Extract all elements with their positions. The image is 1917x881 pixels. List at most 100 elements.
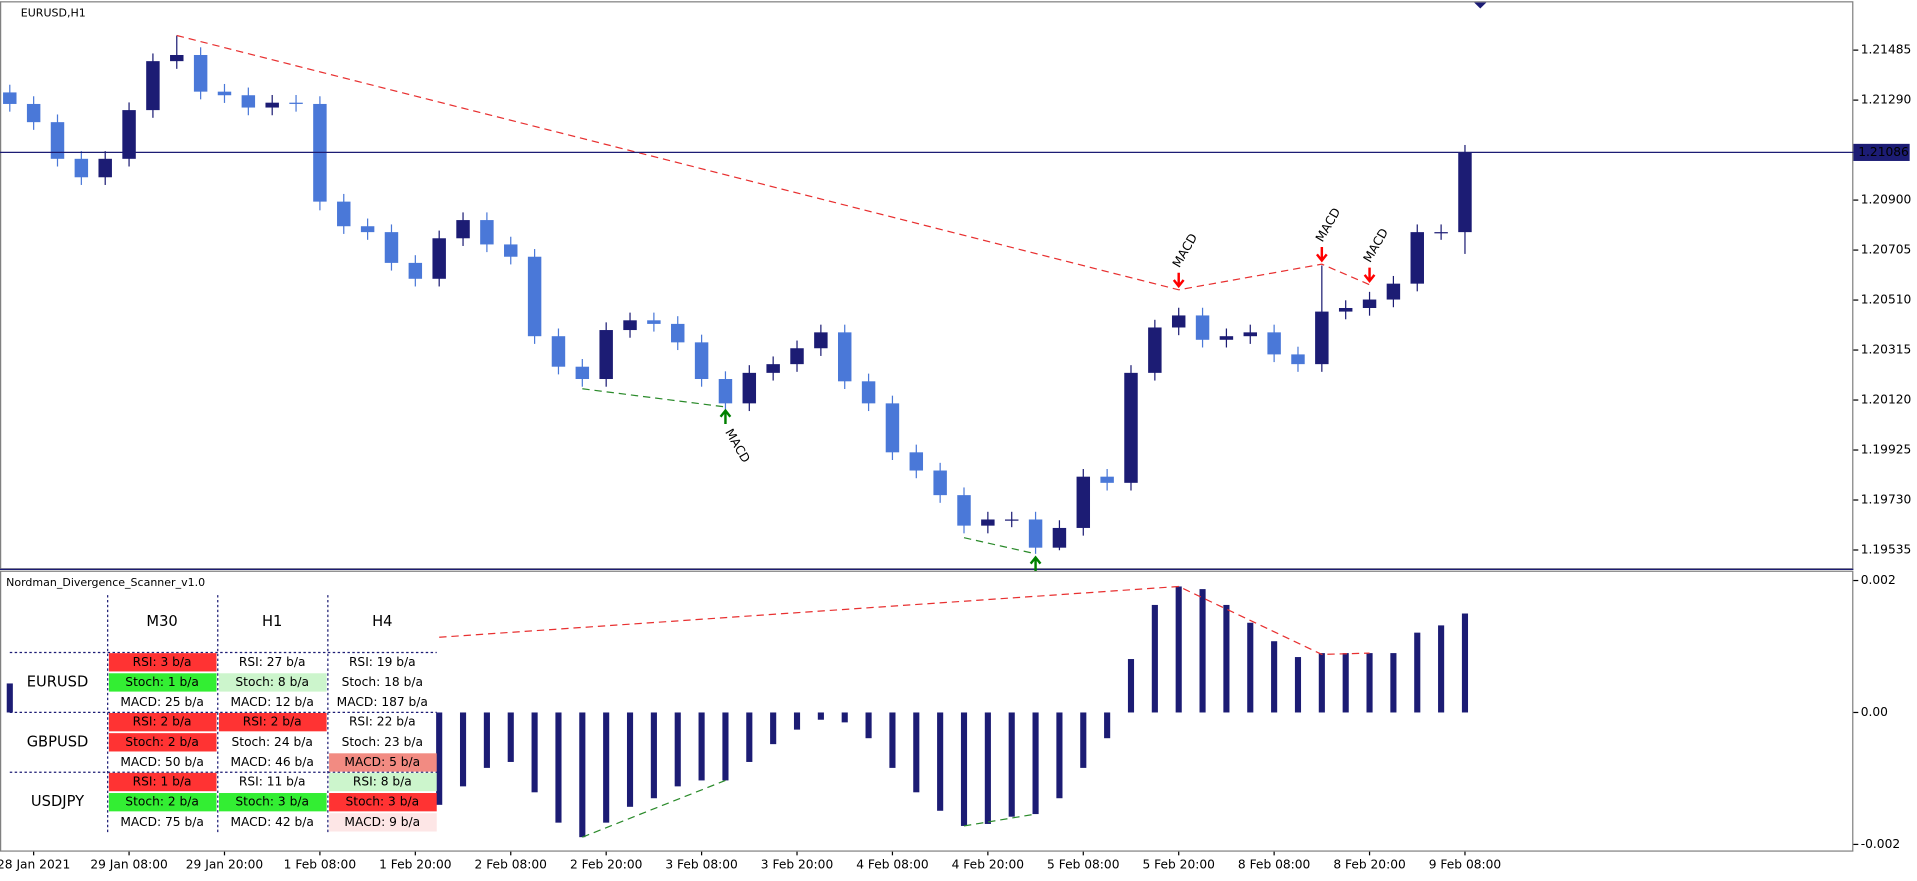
indicator-title: Nordman_Divergence_Scanner_v1.0 <box>6 576 205 589</box>
x-tick-label: 9 Feb 08:00 <box>1429 858 1501 872</box>
histogram-bar <box>579 712 586 838</box>
candle-body <box>694 342 709 380</box>
cell-background <box>108 653 217 672</box>
column-header: H4 <box>372 613 392 630</box>
cell-text: RSI: 19 b/a <box>349 655 416 669</box>
cell-text: RSI: 2 b/a <box>133 715 192 729</box>
candle-body <box>623 320 637 331</box>
histogram-bar <box>555 712 562 823</box>
histogram-bar <box>1342 653 1349 713</box>
x-tick-label: 3 Feb 08:00 <box>665 858 737 872</box>
candle-body <box>1171 315 1186 328</box>
histogram-bar <box>817 712 824 720</box>
indicator-panel-frame <box>0 570 1854 852</box>
histogram-bar <box>746 712 753 762</box>
histogram-bar <box>1294 657 1302 713</box>
histogram-bar <box>1008 712 1015 817</box>
cell-background <box>329 753 437 772</box>
histogram-bar <box>1390 653 1397 713</box>
histogram-bar <box>483 712 490 768</box>
candle-body <box>575 366 590 380</box>
x-tick-label: 28 Jan 2021 <box>0 858 70 872</box>
candle-body <box>26 103 41 123</box>
candle-body <box>480 220 494 245</box>
cell-text: Stoch: 3 b/a <box>235 795 309 809</box>
histogram-bar <box>1032 712 1039 815</box>
cell-background <box>329 793 437 812</box>
histogram-bar <box>793 712 801 730</box>
histogram-bar <box>1104 712 1111 739</box>
candle-body <box>408 262 423 279</box>
divergence-line <box>439 585 1370 656</box>
candle-body <box>193 54 208 92</box>
cell-text: RSI: 8 b/a <box>353 775 412 789</box>
cell-text: Stoch: 8 b/a <box>235 675 309 689</box>
x-tick-label: 3 Feb 20:00 <box>761 858 833 872</box>
candle-body <box>122 110 136 159</box>
histogram-bar <box>770 712 777 745</box>
x-tick-label: 1 Feb 20:00 <box>379 858 451 872</box>
candle-body <box>647 320 661 324</box>
y-tick-label: 1.20900 <box>1861 193 1912 207</box>
signal-arrow <box>1029 555 1042 571</box>
candle-body <box>671 323 685 343</box>
candle-body <box>933 470 947 496</box>
x-tick-label: 8 Feb 20:00 <box>1333 858 1405 872</box>
histogram-bar <box>1366 653 1373 713</box>
candle-body <box>885 403 900 453</box>
y-tick-label: 1.19730 <box>1861 493 1912 507</box>
signal-arrow <box>1315 247 1328 263</box>
row-symbol: GBPUSD <box>27 733 89 750</box>
candle-body <box>241 95 256 108</box>
cell-background <box>329 772 437 792</box>
candle-body <box>170 54 184 62</box>
cell-background <box>108 772 217 792</box>
histogram-bar <box>722 712 729 781</box>
histogram-bar <box>6 683 13 713</box>
chart-title: EURUSD,H1 <box>21 6 86 19</box>
histogram-bar <box>698 712 705 781</box>
signal-arrow <box>1363 267 1376 283</box>
y-tick-label: 1.21290 <box>1861 93 1912 107</box>
histogram-bar <box>1438 625 1445 713</box>
candle-body <box>1148 327 1162 373</box>
candle-body <box>432 238 446 279</box>
histogram-bar <box>1127 659 1135 713</box>
cell-text: MACD: 25 b/a <box>120 695 203 709</box>
cell-background <box>108 733 217 752</box>
histogram-bar <box>1414 632 1421 713</box>
cell-text: Stoch: 2 b/a <box>125 735 199 749</box>
y-tick-label: 1.20510 <box>1861 293 1912 307</box>
current-price-label: 1.21086 <box>1858 145 1909 159</box>
x-tick-label: 8 Feb 08:00 <box>1238 858 1310 872</box>
signal-arrow <box>1172 272 1185 289</box>
y-tick-label: 1.21485 <box>1861 43 1912 57</box>
candle-body <box>1386 283 1401 300</box>
histogram-bar <box>436 712 443 805</box>
divergence-line <box>582 779 726 838</box>
candle-body <box>50 122 65 159</box>
histogram-bar <box>1175 586 1182 713</box>
histogram-bar <box>1199 589 1206 713</box>
candle-body <box>837 332 852 382</box>
candle-body <box>1004 519 1019 521</box>
candle-body <box>98 158 112 178</box>
cell-text: Stoch: 3 b/a <box>346 795 420 809</box>
cell-background <box>108 793 217 812</box>
candle-body <box>718 379 733 404</box>
x-tick-label: 4 Feb 08:00 <box>856 858 928 872</box>
row-symbol: EURUSD <box>27 673 89 690</box>
candle-body <box>742 372 757 404</box>
candle-body <box>1362 299 1377 309</box>
histogram-bar <box>1271 641 1278 713</box>
cell-background <box>218 793 327 812</box>
cell-background <box>108 673 217 692</box>
candle-body <box>3 92 17 104</box>
histogram-bar <box>650 712 657 799</box>
histogram-bar <box>984 712 991 824</box>
candle-body <box>360 226 375 233</box>
histogram-bar <box>1461 613 1469 713</box>
histogram-bar <box>603 712 610 823</box>
